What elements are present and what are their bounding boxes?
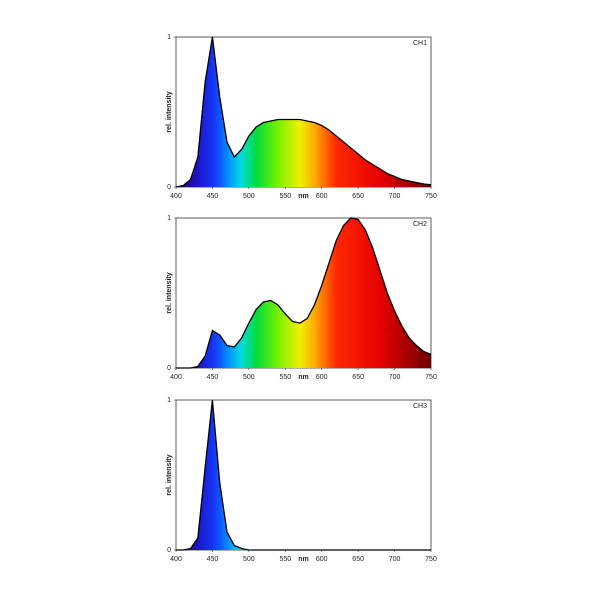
channel-label: CH1 [413, 40, 427, 47]
x-axis-label: nm [298, 556, 309, 563]
y-axis-label: rel. intensity [166, 272, 173, 313]
area-fill [176, 400, 431, 550]
x-tick-label: 600 [316, 374, 328, 381]
x-tick-label: 500 [243, 193, 255, 200]
x-tick-label: 700 [389, 193, 401, 200]
x-tick-label: 600 [316, 556, 328, 563]
y-tick-label: 0 [167, 547, 171, 554]
x-tick-label: 750 [425, 374, 437, 381]
x-tick-label: 400 [170, 374, 182, 381]
x-tick-label: 400 [170, 556, 182, 563]
y-tick-label: 1 [167, 34, 171, 41]
x-tick-label: 500 [243, 556, 255, 563]
y-tick-label: 0 [167, 365, 171, 372]
x-tick-label: 650 [352, 556, 364, 563]
x-tick-label: 650 [352, 374, 364, 381]
x-tick-label: 450 [207, 374, 219, 381]
y-axis-label: rel. intensity [166, 454, 173, 495]
spectrum-line [175, 36, 432, 188]
spectrum-line [176, 399, 431, 551]
x-tick-label: 750 [425, 556, 437, 563]
x-tick-label: 550 [279, 556, 291, 563]
x-tick-label: 550 [279, 193, 291, 200]
x-tick-label: 550 [279, 374, 291, 381]
spectrum-line [176, 217, 432, 369]
y-tick-label: 1 [167, 397, 171, 404]
channel-label: CH2 [413, 221, 427, 228]
x-tick-label: 500 [243, 374, 255, 381]
x-tick-label: 450 [207, 556, 219, 563]
x-tick-label: 450 [207, 193, 219, 200]
x-tick-label: 650 [352, 193, 364, 200]
y-axis-label: rel. intensity [166, 91, 173, 132]
area-fill [176, 37, 431, 187]
area-fill [176, 218, 431, 368]
x-tick-label: 400 [170, 193, 182, 200]
x-tick-label: 600 [316, 193, 328, 200]
x-axis-label: nm [298, 374, 309, 381]
x-tick-label: 700 [389, 556, 401, 563]
channel-label: CH3 [413, 403, 427, 410]
y-tick-label: 0 [167, 184, 171, 191]
x-tick-label: 750 [425, 193, 437, 200]
x-tick-label: 700 [389, 374, 401, 381]
x-axis-label: nm [298, 193, 309, 200]
y-tick-label: 1 [167, 215, 171, 222]
